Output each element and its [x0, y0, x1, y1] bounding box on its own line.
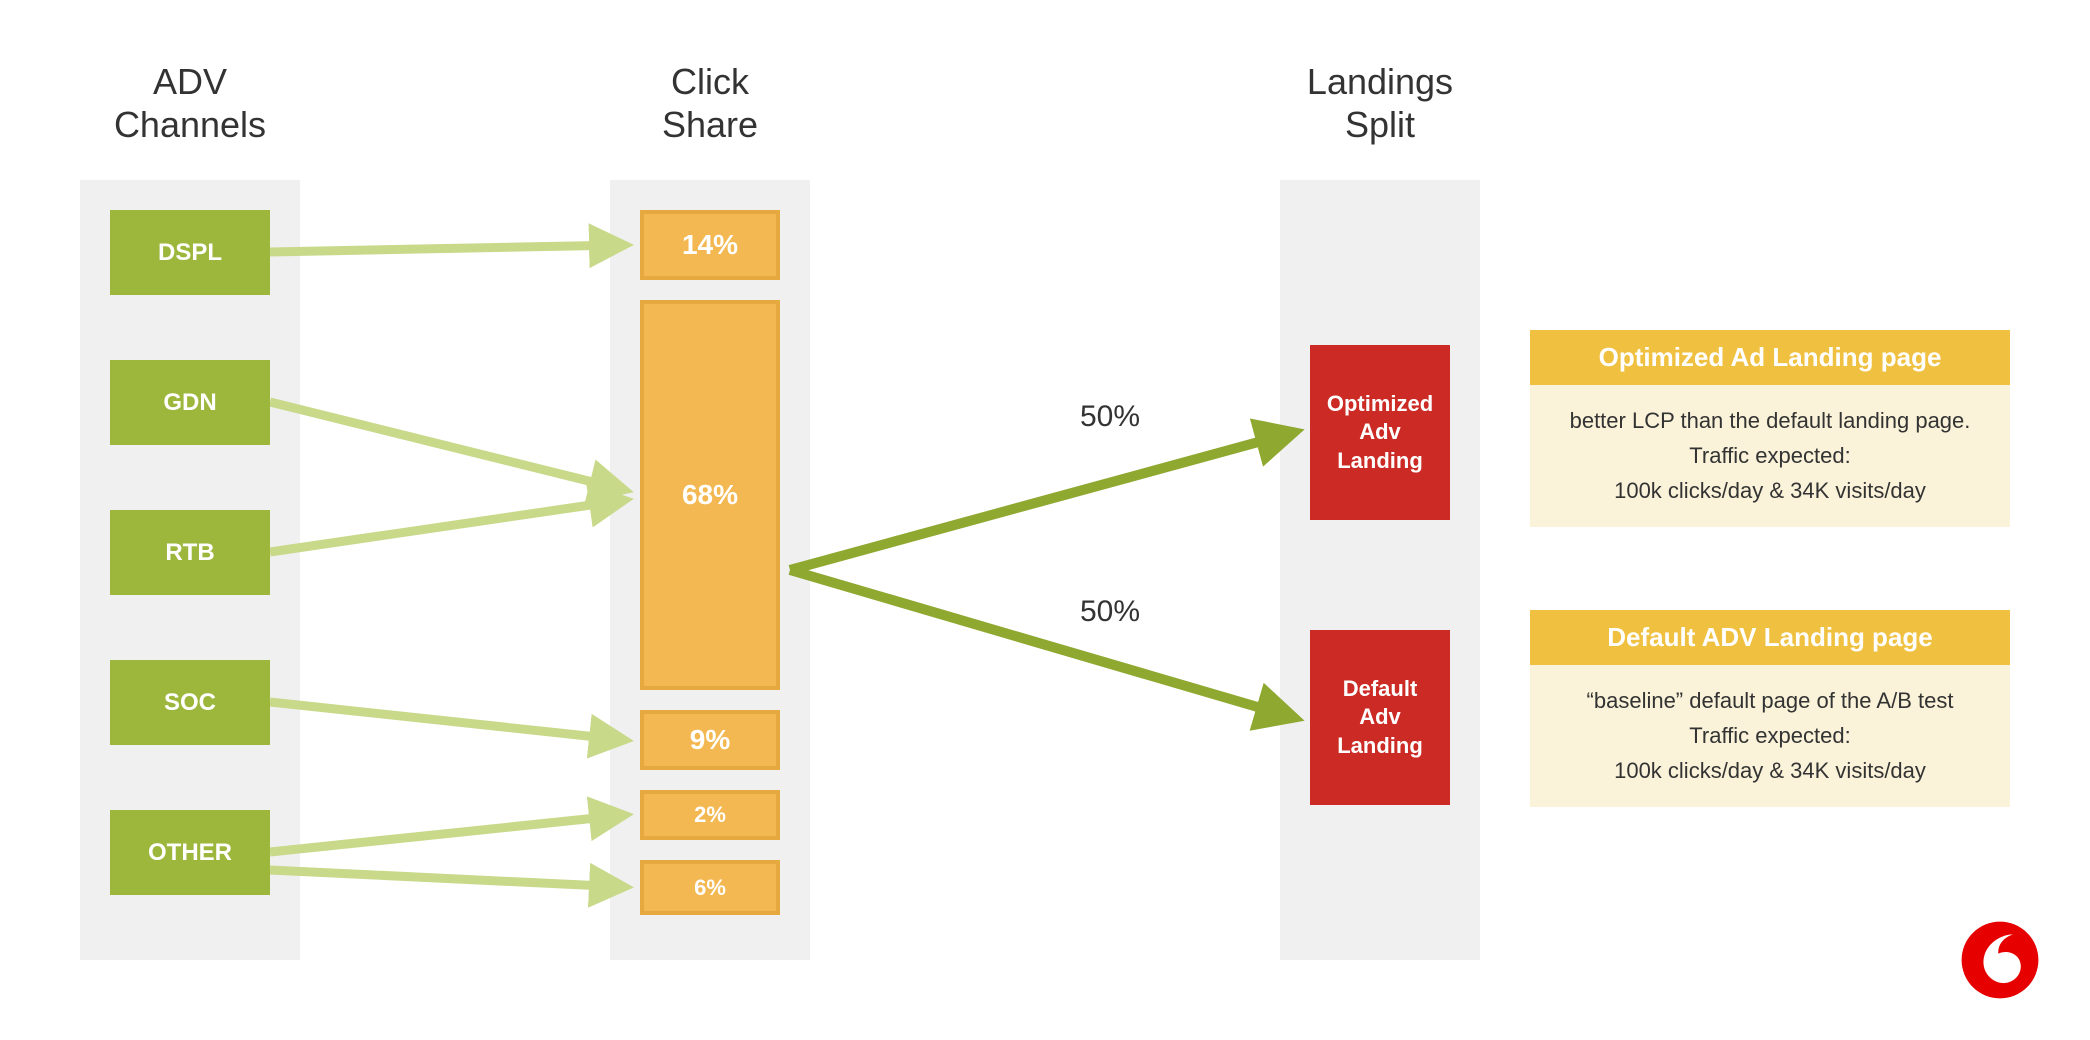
share-pct: 14%	[682, 229, 738, 261]
share-box-4: 6%	[640, 860, 780, 915]
info-card-title: Default ADV Landing page	[1530, 610, 2010, 665]
info-card-body: better LCP than the default landing page…	[1530, 385, 2010, 527]
channel-box-dspl: DSPL	[110, 210, 270, 295]
arrow-light	[270, 870, 625, 887]
info-card-title: Optimized Ad Landing page	[1530, 330, 2010, 385]
share-pct: 2%	[694, 802, 726, 828]
arrow-light	[270, 245, 625, 252]
split-label-1: 50%	[1080, 595, 1140, 629]
landings-split-column-bg	[1280, 180, 1480, 960]
channel-box-soc: SOC	[110, 660, 270, 745]
arrow-light	[270, 402, 625, 490]
header-adv-channels: ADVChannels	[80, 60, 300, 146]
channel-box-other: OTHER	[110, 810, 270, 895]
landing-box-optimized: OptimizedAdvLanding	[1310, 345, 1450, 520]
share-pct: 68%	[682, 479, 738, 511]
header-click-share-text: ClickShare	[662, 61, 758, 145]
channel-label: SOC	[164, 689, 216, 717]
arrow-light	[270, 815, 625, 852]
landing-box-default: DefaultAdvLanding	[1310, 630, 1450, 805]
info-card-default: Default ADV Landing page“baseline” defau…	[1530, 610, 2010, 807]
share-box-0: 14%	[640, 210, 780, 280]
share-pct: 9%	[690, 724, 730, 756]
header-adv-channels-text: ADVChannels	[114, 61, 266, 145]
vodafone-logo-icon	[1960, 920, 2040, 1000]
header-click-share: ClickShare	[610, 60, 810, 146]
landing-label: OptimizedAdvLanding	[1327, 390, 1433, 476]
arrow-light	[270, 702, 625, 740]
arrow-bold	[790, 570, 1295, 718]
share-box-2: 9%	[640, 710, 780, 770]
info-card-optimized: Optimized Ad Landing pagebetter LCP than…	[1530, 330, 2010, 527]
header-landings-split-text: LandingsSplit	[1307, 61, 1453, 145]
info-card-body: “baseline” default page of the A/B testT…	[1530, 665, 2010, 807]
arrow-bold	[790, 432, 1295, 570]
channel-box-gdn: GDN	[110, 360, 270, 445]
header-landings-split: LandingsSplit	[1280, 60, 1480, 146]
channel-label: GDN	[163, 389, 216, 417]
channel-box-rtb: RTB	[110, 510, 270, 595]
channel-label: RTB	[165, 539, 214, 567]
share-box-3: 2%	[640, 790, 780, 840]
channel-label: DSPL	[158, 239, 222, 267]
arrow-light	[270, 500, 625, 552]
channel-label: OTHER	[148, 839, 232, 867]
landing-label: DefaultAdvLanding	[1337, 675, 1423, 761]
share-pct: 6%	[694, 875, 726, 901]
share-box-1: 68%	[640, 300, 780, 690]
split-label-0: 50%	[1080, 400, 1140, 434]
